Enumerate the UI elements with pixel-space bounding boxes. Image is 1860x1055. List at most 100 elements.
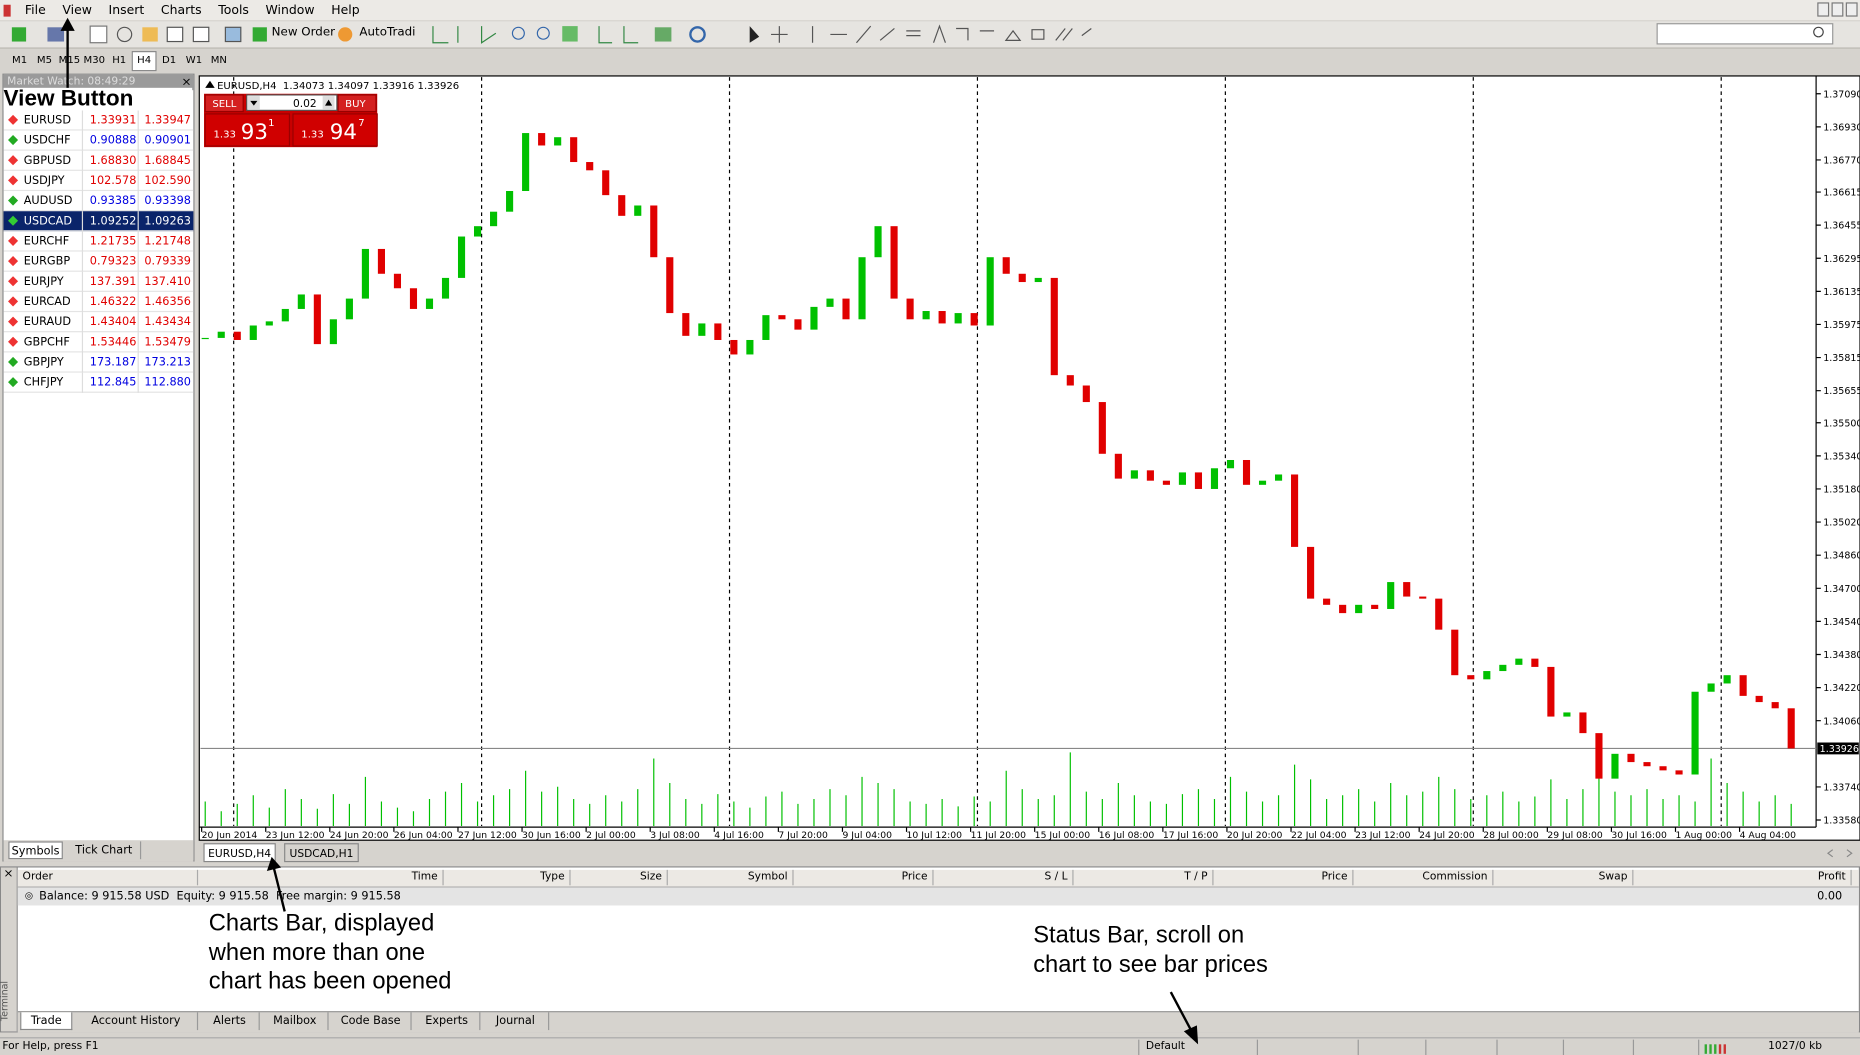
- column-header[interactable]: Price: [794, 869, 934, 886]
- y-tick-label: 1.33740: [1823, 782, 1860, 793]
- lot-box[interactable]: [246, 94, 338, 111]
- column-header[interactable]: Swap: [1493, 869, 1634, 886]
- candle-body: [762, 315, 770, 340]
- candle-body: [457, 236, 466, 278]
- menu-item[interactable]: Window: [265, 2, 315, 18]
- symbol-row[interactable]: GBPUSD 1.68830 1.68845: [3, 150, 194, 171]
- status-bar: For Help, press F1 Default 1027/0 kb: [0, 1037, 1860, 1055]
- terminal-tab[interactable]: Experts: [414, 1012, 481, 1031]
- cell-divider: [81, 251, 84, 272]
- timeframe-button[interactable]: MN: [210, 54, 227, 67]
- market-watch-tabs: Symbols Tick Chart: [3, 840, 194, 862]
- ask-box[interactable]: [292, 113, 378, 147]
- symbol-row[interactable]: EURUSD 1.33931 1.33947: [3, 110, 194, 131]
- minimize-button[interactable]: [1817, 2, 1830, 17]
- bid-box[interactable]: [204, 113, 291, 147]
- sell-label: SELL: [212, 99, 236, 110]
- close-button[interactable]: [1845, 2, 1858, 17]
- symbol-name: GBPCHF: [23, 335, 70, 349]
- column-header[interactable]: Size: [571, 869, 668, 886]
- y-tick-label: 1.35500: [1823, 418, 1860, 429]
- column-header[interactable]: Type: [444, 869, 571, 886]
- current-price-box: [1817, 742, 1859, 755]
- candle-body: [329, 319, 337, 345]
- symbol-row[interactable]: EURGBP 0.79323 0.79339: [3, 251, 194, 272]
- chart-area: EURUSD,H4 1.34073 1.34097 1.33916 1.3392…: [198, 75, 1860, 864]
- new-order-button[interactable]: New Order: [271, 26, 336, 40]
- current-price-label: 1.33926: [1820, 744, 1859, 755]
- timeframe-button[interactable]: M5: [36, 54, 53, 67]
- terminal-close[interactable]: ×: [3, 867, 14, 881]
- ask-price: 1.33947: [144, 113, 191, 127]
- column-header[interactable]: Time: [198, 869, 444, 886]
- column-header[interactable]: T / P: [1074, 869, 1214, 886]
- timeframe-button[interactable]: D1: [161, 54, 177, 67]
- timeframe-button[interactable]: M15: [58, 54, 81, 67]
- menu-item[interactable]: File: [24, 2, 46, 18]
- menu-item[interactable]: Insert: [108, 2, 145, 18]
- symbol-row[interactable]: EURAUD 1.43404 1.43434: [3, 312, 194, 333]
- symbol-row[interactable]: AUDUSD 0.93385 0.93398: [3, 191, 194, 212]
- symbol-row[interactable]: EURCAD 1.46322 1.46356: [3, 291, 194, 313]
- bid-price: 137.391: [89, 275, 137, 289]
- ask-price: 1.68845: [144, 154, 191, 168]
- menu-item[interactable]: Charts: [160, 2, 202, 18]
- timeframe-button[interactable]: M30: [83, 54, 106, 67]
- timeframe-button[interactable]: H4: [131, 51, 157, 72]
- symbol-row[interactable]: GBPCHF 1.53446 1.53479: [3, 332, 194, 353]
- close-icon[interactable]: ×: [181, 75, 192, 90]
- ask-price: 102.590: [144, 174, 191, 188]
- symbol-row[interactable]: USDJPY 102.578 102.590: [3, 170, 194, 192]
- candle-body: [922, 311, 930, 320]
- column-header[interactable]: Profit: [1633, 869, 1852, 886]
- y-tick-label: 1.34540: [1823, 617, 1860, 628]
- terminal-tab[interactable]: Mailbox: [262, 1012, 329, 1031]
- chart-tab[interactable]: [203, 843, 276, 863]
- symbol-row[interactable]: EURCHF 1.21735 1.21748: [3, 231, 194, 252]
- candle-body: [698, 323, 706, 336]
- restore-button[interactable]: [1831, 2, 1844, 17]
- terminal-sidebar: × Terminal: [0, 867, 18, 1032]
- column-header[interactable]: S / L: [934, 869, 1074, 886]
- app-icon: [3, 4, 11, 17]
- column-header[interactable]: Price: [1214, 869, 1354, 886]
- candle-body: [1114, 453, 1122, 479]
- timeframe-button[interactable]: M1: [12, 54, 28, 67]
- terminal-tab[interactable]: Trade: [20, 1012, 73, 1031]
- candle-body: [1467, 675, 1475, 680]
- y-tick-label: 1.35180: [1823, 485, 1860, 496]
- symbol-row[interactable]: CHFJPY 112.845 112.880: [3, 372, 194, 393]
- timeframe-button[interactable]: H1: [112, 54, 127, 67]
- symbol-row[interactable]: USDCAD 1.09252 1.09263: [3, 211, 194, 232]
- terminal-tab[interactable]: Account History: [75, 1012, 199, 1031]
- terminal-tab[interactable]: Journal: [483, 1012, 550, 1031]
- autotrading-button[interactable]: AutoTradin: [359, 26, 416, 40]
- symbol-row[interactable]: EURJPY 137.391 137.410: [3, 271, 194, 292]
- candle-body: [1499, 664, 1507, 672]
- candle-body: [1531, 658, 1539, 667]
- candle-body: [874, 226, 882, 258]
- terminal-tab[interactable]: Code Base: [331, 1012, 412, 1031]
- menu-item[interactable]: View: [62, 2, 92, 18]
- candle-body: [810, 306, 818, 330]
- column-header[interactable]: Order: [18, 869, 199, 886]
- buy-button[interactable]: [337, 94, 377, 113]
- candle-body: [1130, 470, 1138, 479]
- symbol-name: EURJPY: [23, 275, 64, 289]
- sell-button[interactable]: [204, 94, 244, 113]
- chart-tab[interactable]: [284, 843, 359, 863]
- candle-body: [682, 313, 690, 336]
- panel-tab[interactable]: Tick Chart: [68, 841, 142, 860]
- menu-item[interactable]: Help: [331, 2, 360, 18]
- symbol-row[interactable]: GBPJPY 173.187 173.213: [3, 352, 194, 373]
- cell-divider: [137, 211, 139, 232]
- timeframe-button[interactable]: W1: [185, 54, 203, 67]
- symbol-row[interactable]: USDCHF 0.90888 0.90901: [3, 130, 194, 151]
- menu-item[interactable]: Tools: [218, 2, 249, 18]
- column-header[interactable]: Commission: [1353, 869, 1494, 886]
- header-triangle: [205, 80, 215, 88]
- terminal-tab[interactable]: Alerts: [200, 1012, 260, 1031]
- candle-body: [1050, 277, 1058, 376]
- column-header[interactable]: Symbol: [668, 869, 794, 886]
- panel-tab[interactable]: Symbols: [8, 841, 63, 860]
